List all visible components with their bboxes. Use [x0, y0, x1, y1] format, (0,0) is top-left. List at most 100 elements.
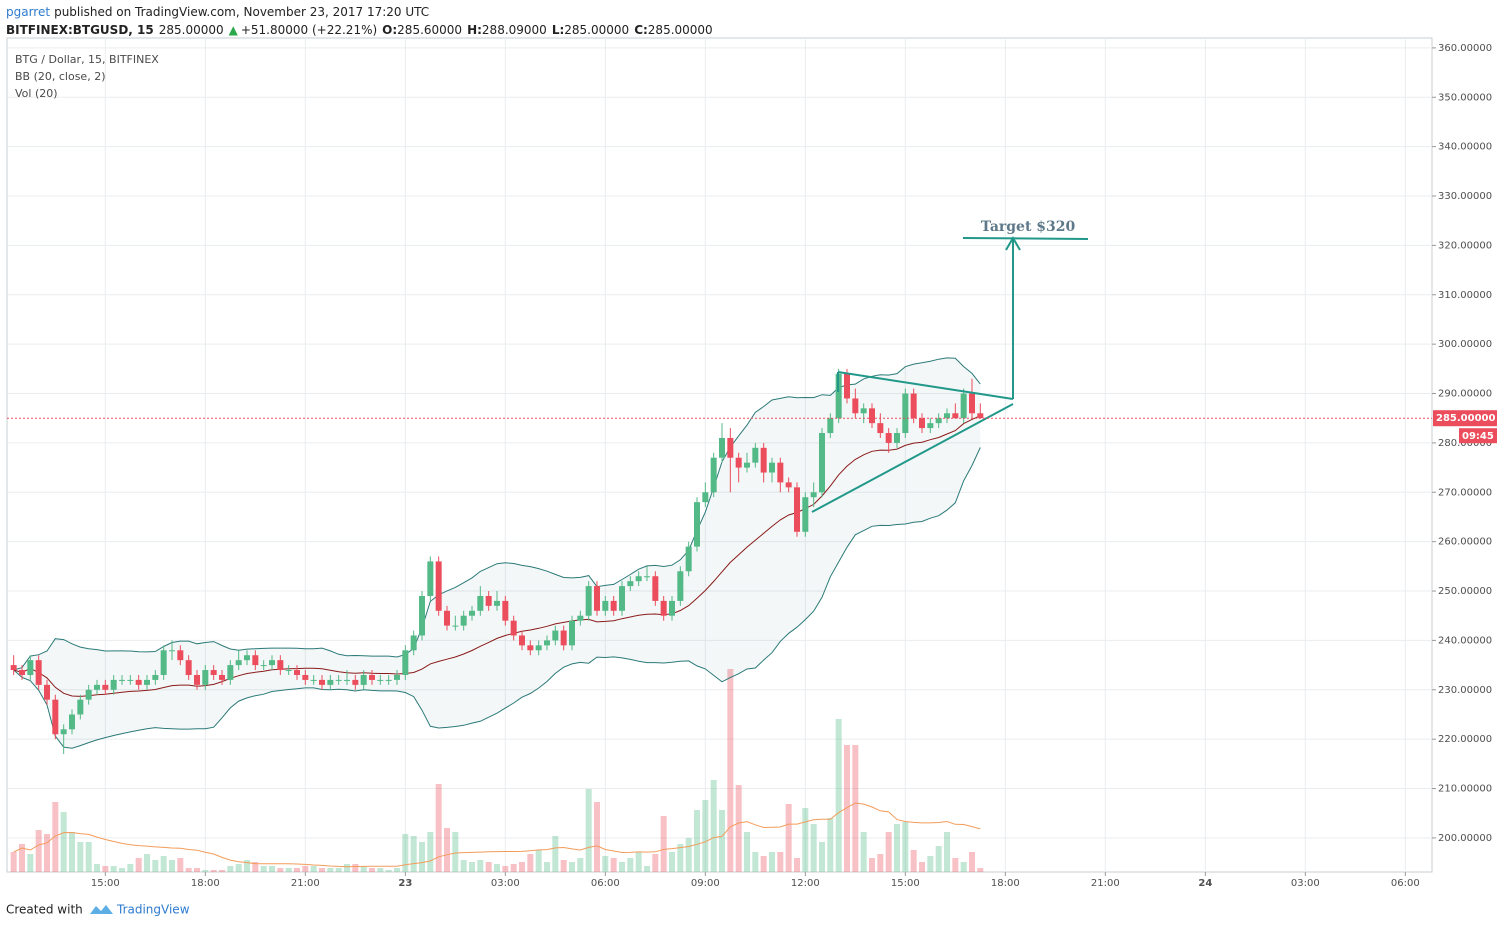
candle-body — [669, 600, 675, 616]
footer-brand[interactable]: TradingView — [116, 903, 190, 917]
candle-body — [802, 497, 809, 532]
publish-line: pgarret published on TradingView.com, Nov… — [6, 5, 429, 19]
y-tick-label: 250.00000 — [1438, 586, 1492, 597]
volume-bar — [344, 864, 350, 872]
candle-body — [144, 679, 150, 685]
triangle-top — [837, 371, 1014, 400]
candle-body — [394, 674, 400, 680]
volume-bar — [877, 854, 884, 872]
candle-body — [352, 679, 359, 685]
candle-body — [369, 674, 375, 680]
volume-bar — [744, 832, 750, 872]
volume-bar — [394, 868, 400, 872]
candle-body — [952, 413, 959, 419]
volume-bar — [785, 804, 792, 872]
candle-body — [319, 679, 325, 685]
candle-body — [402, 650, 409, 675]
candle-body — [360, 674, 367, 685]
volume-bar — [352, 864, 359, 872]
y-tick-label: 340.00000 — [1438, 142, 1492, 153]
candle-body — [694, 502, 700, 547]
volume-bar — [210, 870, 217, 872]
volume-bar — [760, 856, 767, 872]
volume-bar — [485, 862, 492, 872]
candle-body — [960, 393, 967, 419]
volume-bar — [777, 852, 784, 872]
candle-body — [277, 660, 284, 671]
candle-body — [869, 408, 875, 424]
volume-bar — [19, 844, 25, 872]
y-tick-label: 220.00000 — [1438, 734, 1492, 745]
candle-body — [535, 645, 542, 651]
y-tick-label: 310.00000 — [1438, 290, 1492, 301]
volume-bar — [802, 808, 809, 872]
volume-bar — [960, 862, 967, 872]
volume-bar — [460, 860, 467, 872]
y-tick-label: 280.00000 — [1438, 438, 1492, 449]
candle-body — [752, 447, 759, 463]
candle-body — [819, 433, 825, 493]
candle-body — [285, 670, 292, 672]
volume-bar — [435, 784, 442, 872]
volume-bar — [552, 836, 559, 872]
volume-bar — [560, 860, 567, 872]
volume-bar — [227, 866, 234, 872]
volume-bar — [619, 862, 625, 872]
x-tick-label: 24 — [1198, 878, 1212, 889]
candle-body — [852, 398, 859, 414]
candle-body — [769, 462, 775, 473]
countdown-box — [1459, 428, 1497, 444]
candle-body — [510, 620, 517, 636]
volume-bar — [44, 834, 50, 872]
candle-body — [410, 635, 417, 651]
symbol: BITFINEX:BTGUSD, 15 — [6, 23, 154, 37]
legend-item: BB (20, close, 2) — [15, 70, 106, 83]
volume-bar — [327, 868, 334, 872]
volume-bar — [444, 828, 450, 872]
candle-body — [610, 600, 617, 611]
candle-body — [560, 630, 567, 646]
candle-body — [202, 670, 209, 685]
volume-bar — [85, 842, 92, 872]
volume-bar — [910, 850, 917, 872]
candle-body — [27, 660, 34, 675]
candle-body — [469, 610, 475, 616]
candle-body — [435, 561, 442, 611]
candle-body — [502, 600, 509, 621]
author[interactable]: pgarret — [6, 5, 50, 19]
volume-bar — [610, 858, 617, 872]
x-tick-label: 15:00 — [891, 878, 920, 889]
volume-bar — [60, 812, 67, 872]
candle-body — [844, 373, 850, 399]
volume-bar — [527, 854, 534, 872]
ohlc-label: H: — [467, 23, 482, 37]
volume-ma — [13, 802, 981, 868]
candle-body — [260, 665, 267, 667]
candle-body — [77, 699, 84, 715]
volume-bar — [177, 858, 184, 872]
volume-bar — [544, 862, 550, 872]
candle-body — [944, 413, 950, 419]
volume-bar — [919, 862, 925, 872]
candle-body — [927, 423, 934, 429]
volume-bar — [310, 866, 317, 872]
volume-bar — [235, 864, 242, 872]
candle-body — [477, 595, 484, 611]
candle-body — [810, 492, 817, 498]
volume-bar — [502, 866, 509, 872]
legend-item: BTG / Dollar, 15, BITFINEX — [15, 53, 159, 66]
candle-body — [919, 418, 925, 429]
y-tick-label: 320.00000 — [1438, 240, 1492, 251]
volume-bar — [594, 802, 600, 872]
candle-body — [585, 586, 592, 616]
volume-bar — [577, 858, 584, 872]
last: 285.00000 — [159, 23, 224, 37]
candle-body — [19, 670, 25, 675]
candle-body — [10, 665, 17, 671]
candle-body — [777, 462, 784, 483]
candle-body — [494, 600, 500, 606]
bb-upper — [13, 357, 981, 671]
countdown: 09:45 — [1462, 431, 1494, 442]
